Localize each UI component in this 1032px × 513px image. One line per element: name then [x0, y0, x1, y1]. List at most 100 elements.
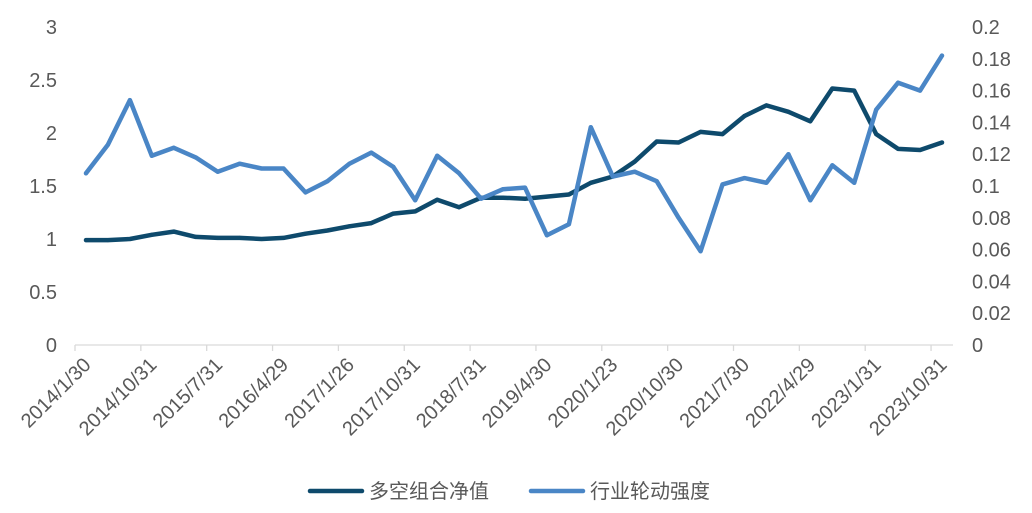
- data-point-series-1: [566, 192, 571, 197]
- series-line-1: [83, 86, 945, 243]
- data-point-series-1: [105, 238, 110, 243]
- legend-item-series-1: 多空组合净值: [307, 480, 489, 503]
- data-point-series-2: [523, 185, 527, 190]
- legend-item-series-2: 行业轮动强度: [528, 480, 710, 503]
- y-left-tick-label: 1.5: [29, 176, 57, 198]
- data-point-series-1: [544, 194, 549, 199]
- data-point-series-1: [413, 209, 418, 214]
- data-point-series-2: [896, 80, 901, 85]
- data-point-series-1: [435, 197, 440, 202]
- x-tick-label: 2018/7/31: [412, 354, 490, 432]
- data-point-series-2: [940, 53, 944, 58]
- data-point-series-2: [764, 180, 769, 185]
- data-point-series-2: [413, 198, 418, 203]
- data-point-series-1: [698, 129, 703, 134]
- data-point-series-1: [588, 180, 593, 185]
- x-tick-label: 2016/4/29: [215, 354, 293, 432]
- y-right-tick-label: 0.06: [972, 240, 1011, 262]
- data-point-series-1: [940, 140, 944, 145]
- data-point-series-1: [676, 140, 681, 145]
- data-point-series-2: [566, 222, 571, 227]
- data-point-series-2: [588, 125, 593, 130]
- data-point-series-2: [171, 145, 176, 150]
- data-point-series-2: [808, 198, 813, 203]
- data-point-series-1: [786, 109, 791, 114]
- data-point-series-2: [720, 182, 725, 187]
- y-left-tick-label: 0: [46, 335, 57, 357]
- legend: 多空组合净值 行业轮动强度: [307, 480, 710, 503]
- data-point-series-1: [84, 238, 88, 243]
- data-point-series-2: [874, 107, 879, 112]
- data-point-series-1: [215, 235, 220, 240]
- data-point-series-1: [742, 114, 747, 118]
- legend-label-series-1: 多空组合净值: [369, 480, 489, 503]
- data-point-series-1: [830, 86, 835, 91]
- data-point-series-2: [501, 187, 505, 192]
- data-point-series-2: [435, 153, 440, 158]
- data-point-series-2: [391, 164, 396, 169]
- data-point-series-1: [259, 237, 264, 241]
- data-point-series-2: [193, 155, 198, 160]
- data-point-series-2: [347, 161, 352, 166]
- series-2: [83, 53, 945, 254]
- data-point-series-2: [479, 196, 484, 201]
- data-point-series-2: [742, 176, 747, 181]
- plot-area: [83, 53, 945, 254]
- data-point-series-2: [127, 98, 132, 103]
- y-left-tick-label: 3: [46, 17, 57, 39]
- series-1: [83, 86, 945, 243]
- data-point-series-1: [281, 235, 286, 240]
- data-point-series-1: [457, 205, 462, 210]
- legend-label-series-2: 行业轮动强度: [590, 480, 710, 503]
- data-point-series-2: [544, 233, 549, 238]
- data-point-series-2: [632, 169, 637, 174]
- data-point-series-2: [830, 163, 835, 168]
- data-point-series-2: [676, 215, 681, 220]
- data-point-series-2: [369, 150, 374, 155]
- x-tick-label: 2021/7/30: [676, 354, 754, 432]
- data-point-series-2: [918, 88, 923, 93]
- data-point-series-1: [391, 211, 396, 216]
- data-point-series-2: [281, 166, 286, 171]
- data-point-series-1: [874, 132, 879, 137]
- y-right-tick-label: 0.18: [972, 49, 1011, 71]
- x-tick-label: 2019/4/30: [478, 354, 556, 432]
- y-right-tick-label: 0.12: [972, 144, 1011, 166]
- data-point-series-2: [84, 171, 88, 176]
- y-right-tick-label: 0.04: [972, 271, 1011, 293]
- data-point-series-1: [720, 132, 725, 137]
- y-left-tick-label: 0.5: [29, 282, 57, 304]
- data-point-series-1: [369, 221, 374, 226]
- data-point-series-1: [237, 235, 242, 240]
- data-point-series-1: [303, 231, 308, 236]
- data-point-series-2: [698, 249, 703, 254]
- data-point-series-1: [918, 148, 923, 152]
- data-point-series-1: [171, 229, 176, 234]
- x-tick-label: 2015/7/31: [149, 354, 227, 432]
- data-point-series-1: [632, 159, 637, 164]
- data-point-series-2: [610, 174, 615, 179]
- y-left-tick-label: 2.5: [29, 70, 57, 92]
- data-point-series-1: [654, 139, 659, 144]
- data-point-series-2: [654, 179, 659, 184]
- y-left-tick-label: 1: [46, 229, 57, 251]
- y-right-tick-label: 0.16: [972, 81, 1011, 103]
- data-point-series-2: [852, 180, 857, 185]
- data-point-series-1: [523, 196, 527, 201]
- data-point-series-1: [501, 195, 505, 200]
- data-point-series-1: [764, 103, 769, 108]
- data-point-series-1: [127, 237, 132, 241]
- data-point-series-2: [149, 153, 154, 158]
- data-point-series-1: [808, 119, 813, 124]
- data-point-series-1: [325, 228, 330, 233]
- y-right-tick-label: 0.14: [972, 112, 1011, 134]
- data-point-series-1: [852, 88, 857, 93]
- y-right-tick-label: 0.2: [972, 17, 1000, 39]
- data-point-series-1: [193, 234, 198, 239]
- y-right-tick-label: 0: [972, 335, 983, 357]
- data-point-series-2: [259, 166, 264, 171]
- data-point-series-2: [303, 190, 308, 195]
- data-point-series-2: [325, 179, 330, 184]
- y-right-tick-label: 0.1: [972, 176, 1000, 198]
